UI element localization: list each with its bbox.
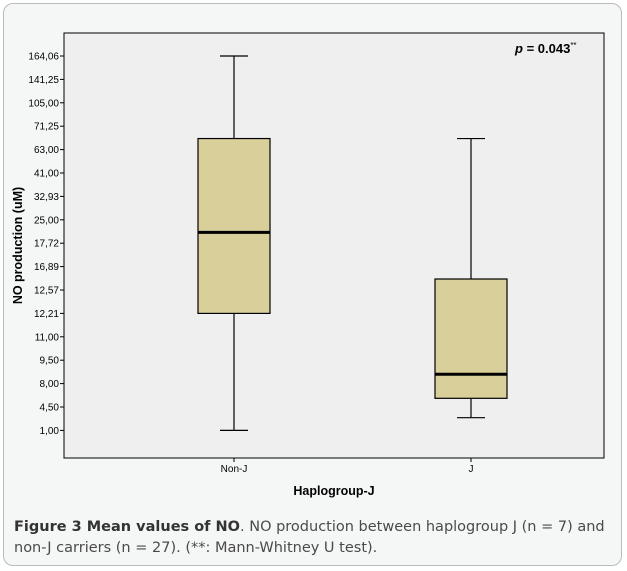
y-tick-label: 8,00 [40,379,60,390]
y-tick-label: 9,50 [40,356,60,367]
caption-text: . NO production between haplogroup J (n … [14,519,605,556]
x-tick-label: J [469,464,474,475]
y-tick-label: 105,00 [28,98,59,109]
y-tick-label: 17,72 [34,239,59,250]
y-tick-label: 71,25 [34,122,59,133]
y-tick-label: 41,00 [34,169,59,180]
p-symbol: p [514,41,523,56]
y-tick-label: 12,21 [34,309,59,320]
y-tick-label: 4,50 [40,403,60,414]
y-tick-label: 25,00 [34,215,59,226]
p-value-annotation: p = 0.043** [514,41,577,56]
p-value: = 0.043 [523,41,570,56]
plot-area [63,32,605,459]
y-tick-label: 11,00 [35,332,60,343]
x-tick-label: Non-J [221,464,248,475]
y-tick-label: 32,93 [34,192,59,203]
p-superscript: ** [570,41,576,50]
caption-title: Figure 3 Mean values of NO [14,519,240,535]
y-tick-label: 164,06 [28,52,59,63]
y-tick-label: 63,00 [34,145,59,156]
box-non-j [197,137,271,314]
y-tick-label: 16,89 [34,262,59,273]
x-axis-label: Haplogroup-J [293,484,374,498]
y-tick-label: 141,25 [28,75,59,86]
y-tick-label: 1,00 [40,426,60,437]
figure-caption: Figure 3 Mean values of NO. NO productio… [14,517,614,559]
y-tick-label: 12,57 [34,286,59,297]
y-axis-label: NO production (uM) [11,187,25,304]
box-j [434,278,508,399]
